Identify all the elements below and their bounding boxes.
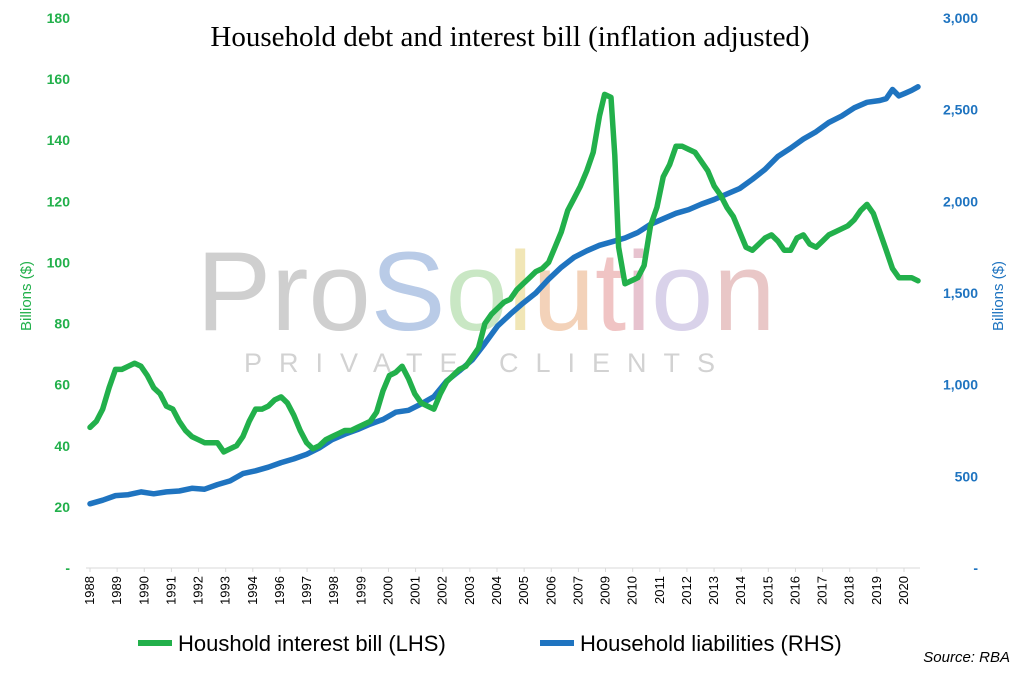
- x-tick-label: 2002: [435, 576, 450, 605]
- x-tick-label: 2009: [598, 576, 613, 605]
- x-tick-label: 2017: [815, 576, 830, 605]
- x-tick-label: 2010: [625, 576, 640, 605]
- x-tick-label: 2001: [408, 576, 423, 605]
- right-tick-label: -: [973, 560, 978, 576]
- x-tick-label: 1997: [299, 576, 314, 605]
- left-tick-label: 160: [47, 71, 71, 87]
- watermark: ProSolution PRIVATE CLIENTS: [196, 229, 775, 378]
- series-line-interest-bill: [87, 91, 921, 455]
- x-tick-label: 1992: [191, 576, 206, 605]
- x-tick-label: 2018: [842, 576, 857, 605]
- legend-label-liabilities: Household liabilities (RHS): [580, 631, 842, 656]
- x-tick-label: 2004: [489, 576, 504, 605]
- right-axis-label: Billions ($): [990, 261, 1007, 331]
- x-tick-label: 1998: [326, 576, 341, 605]
- x-tick-label: 2011: [652, 576, 667, 604]
- left-tick-label: 20: [54, 499, 70, 515]
- x-tick-label: 2012: [679, 576, 694, 605]
- left-axis-ticks: - 20 40 60 80 100 120 140 160 180: [47, 10, 71, 576]
- right-tick-label: 500: [955, 468, 979, 484]
- x-tick-label: 2019: [869, 576, 884, 605]
- left-tick-label: 60: [54, 377, 70, 393]
- x-tick-label: 1991: [163, 576, 178, 605]
- x-tick-label: 2003: [462, 576, 477, 605]
- x-tick-label: 1996: [272, 576, 287, 605]
- left-tick-label: 100: [47, 254, 71, 270]
- x-tick-label: 2006: [543, 576, 558, 605]
- x-tick-label: 2000: [380, 576, 395, 605]
- right-axis-ticks: - 500 1,000 1,500 2,000 2,500 3,000: [943, 10, 978, 576]
- legend-label-interest: Houshold interest bill (LHS): [178, 631, 446, 656]
- legend: Houshold interest bill (LHS) Household l…: [138, 631, 842, 656]
- x-tick-label: 1989: [109, 576, 124, 605]
- x-tick-label: 2014: [733, 576, 748, 605]
- right-tick-label: 3,000: [943, 10, 978, 26]
- left-tick-label: -: [65, 560, 70, 576]
- x-tick-label: 1988: [82, 576, 97, 605]
- left-tick-label: 120: [47, 193, 71, 209]
- x-tick-label: 1993: [218, 576, 233, 605]
- left-tick-label: 140: [47, 132, 71, 148]
- x-tick-label: 1999: [353, 576, 368, 605]
- right-tick-label: 2,000: [943, 193, 978, 209]
- x-tick-label: 2015: [760, 576, 775, 605]
- left-tick-label: 80: [54, 316, 70, 332]
- x-tick-label: 1994: [245, 576, 260, 605]
- series-layer: [87, 84, 921, 507]
- watermark-logo: ProSolution: [196, 229, 775, 354]
- x-tick-label: 2016: [787, 576, 802, 605]
- watermark-subtitle: PRIVATE CLIENTS: [244, 348, 732, 378]
- right-tick-label: 1,500: [943, 285, 978, 301]
- source-note: Source: RBA: [923, 649, 1010, 666]
- x-tick-label: 2005: [516, 576, 531, 605]
- x-tick-label: 2007: [570, 576, 585, 605]
- x-tick-label: 2013: [706, 576, 721, 605]
- right-tick-label: 2,500: [943, 102, 978, 118]
- chart-title: Household debt and interest bill (inflat…: [210, 21, 809, 53]
- left-tick-label: 40: [54, 438, 70, 454]
- left-tick-label: 180: [47, 10, 71, 26]
- x-tick-label: 1990: [136, 576, 151, 605]
- x-tick-label: 2020: [896, 576, 911, 605]
- series-line-liabilities: [87, 84, 921, 507]
- x-axis-ticks: 1988 1989 1990 1991 1992 1993 1994 1996 1997 1998…: [82, 568, 911, 605]
- right-tick-label: 1,000: [943, 377, 978, 393]
- left-axis-label: Billions ($): [18, 261, 35, 331]
